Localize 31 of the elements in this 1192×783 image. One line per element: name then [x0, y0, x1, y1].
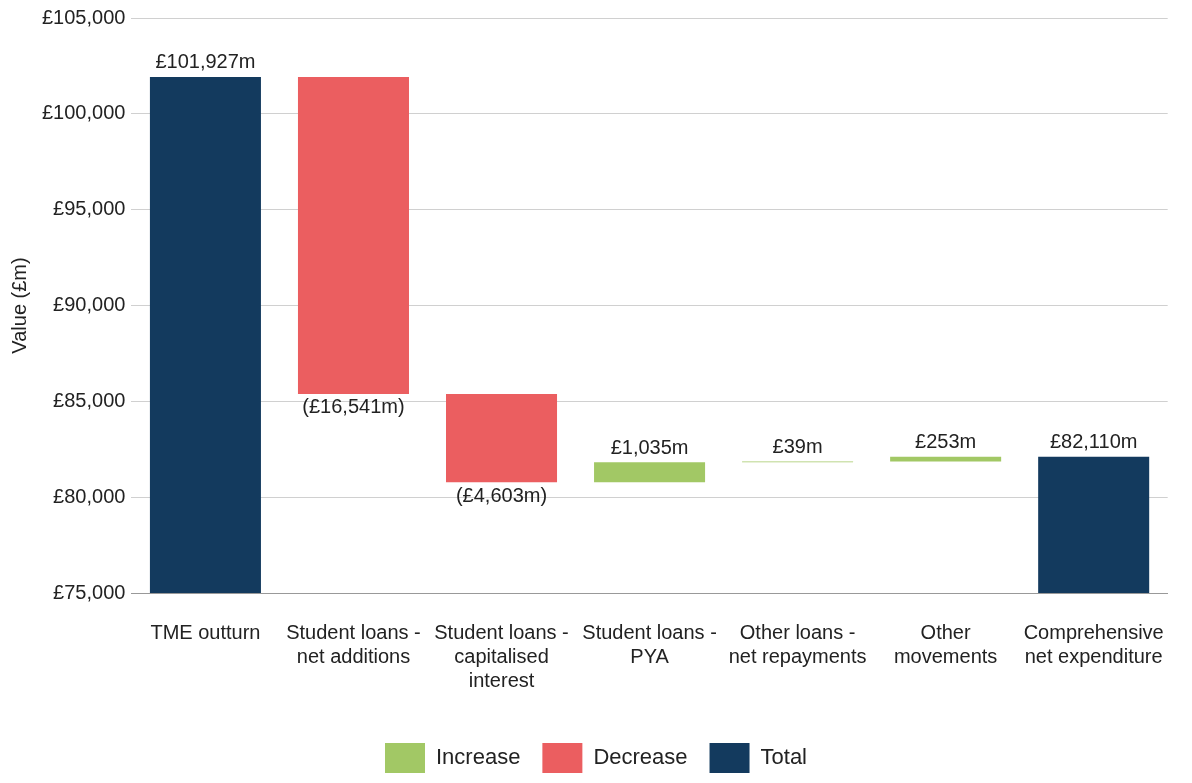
x-tick-label: Student loans - PYA: [582, 620, 717, 667]
data-label: £1,035m: [610, 435, 689, 458]
legend-label: Increase: [436, 744, 521, 770]
y-tick-label: £75,000: [53, 580, 126, 603]
y-tick-label: £95,000: [53, 197, 126, 220]
bar: [890, 456, 1002, 462]
bar: [446, 393, 558, 483]
legend-label: Decrease: [593, 744, 688, 770]
data-label: £101,927m: [155, 50, 256, 73]
x-tick-label: Other loans - net repayments: [728, 620, 867, 667]
y-axis-title: Value (£m): [7, 257, 30, 354]
bar: [297, 76, 409, 394]
x-tick-label: TME outturn: [150, 620, 261, 643]
bar: [149, 76, 261, 593]
legend-label: Total: [760, 744, 808, 770]
bar: [594, 462, 706, 483]
y-tick-label: £80,000: [53, 484, 126, 507]
y-tick-label: £105,000: [42, 5, 126, 28]
data-label: £39m: [772, 435, 823, 458]
y-tick-label: £85,000: [53, 388, 126, 411]
data-label: £253m: [915, 430, 977, 453]
data-label: £82,110m: [1049, 430, 1138, 453]
bar: [1038, 456, 1150, 593]
data-label: (£4,603m): [455, 483, 548, 506]
x-tick-label: Student loans - net additions: [286, 620, 421, 667]
data-label: (£16,541m): [302, 395, 405, 418]
y-tick-label: £100,000: [42, 101, 126, 124]
x-tick-label: Other movements: [893, 620, 998, 667]
x-tick-label: Student loans - capitalised interest: [434, 620, 569, 691]
x-tick-label: Comprehensive net expenditure: [1023, 620, 1164, 667]
y-tick-label: £90,000: [53, 293, 126, 316]
